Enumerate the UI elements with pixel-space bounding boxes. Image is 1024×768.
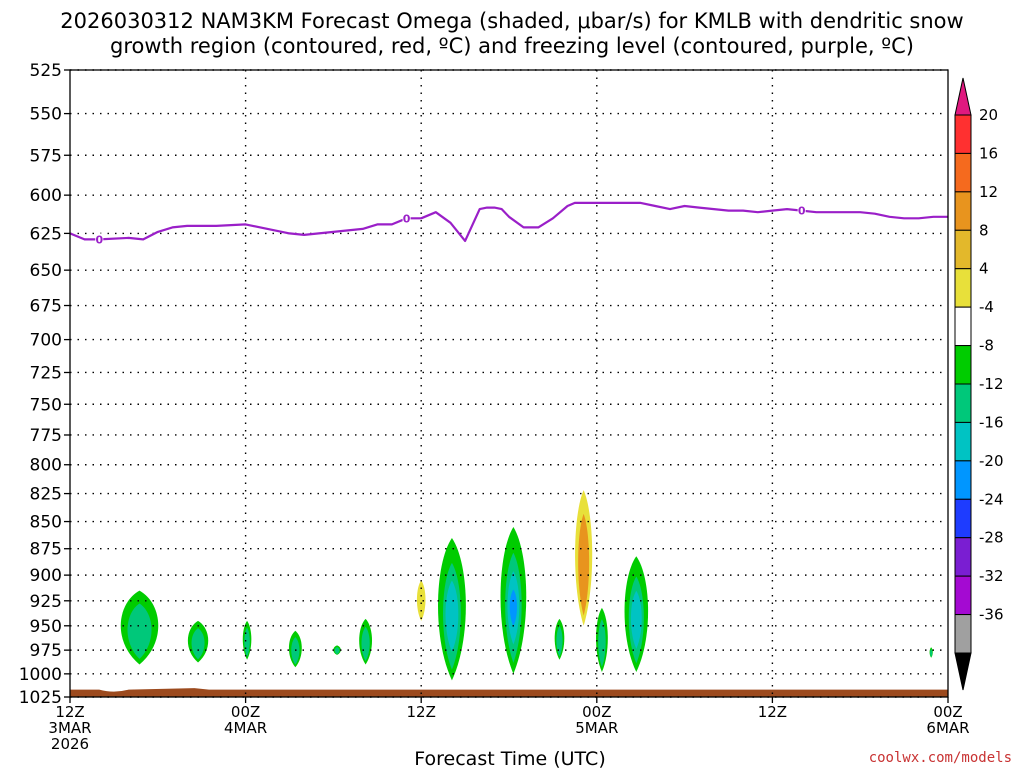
x-axis-label: Forecast Time (UTC) bbox=[414, 748, 605, 768]
colorbar-segment-12 bbox=[954, 537, 972, 577]
x-tick-label-24-0: 12Z bbox=[407, 703, 436, 721]
title-line-1: 2026030312 NAM3KM Forecast Omega (shaded… bbox=[60, 9, 963, 33]
freezing-level-layer: 0 0 0 bbox=[69, 201, 948, 246]
y-tick-label-550: 550 bbox=[30, 105, 62, 125]
colorbar-label--4: -4 bbox=[979, 298, 994, 316]
freezing-level-label-3: 0 bbox=[798, 205, 806, 218]
y-tick-label-675: 675 bbox=[30, 297, 62, 317]
x-tick-label-36-1: 5MAR bbox=[575, 719, 618, 737]
colorbar-segment-7 bbox=[954, 345, 972, 385]
colorbar-segment-10 bbox=[954, 460, 972, 500]
y-tick-label-575: 575 bbox=[30, 146, 62, 166]
title-line-2: growth region (contoured, red, ºC) and f… bbox=[110, 34, 914, 58]
surface-terrain bbox=[70, 688, 948, 697]
colorbar-segment-6 bbox=[954, 306, 972, 347]
colorbar-segment-9 bbox=[954, 421, 972, 462]
omega-core-14-1 bbox=[930, 649, 933, 657]
y-tick-label-1000: 1000 bbox=[19, 665, 62, 685]
omega-core-5-1 bbox=[334, 646, 340, 655]
colorbar-label--36: -36 bbox=[979, 606, 1004, 624]
colorbar-label-12: 12 bbox=[979, 183, 998, 201]
colorbar: 20 16 12 8 4 -4 -8 -12 -16 -20 -24 -28 -32 -36 bbox=[954, 77, 1004, 691]
colorbar-label--12: -12 bbox=[979, 375, 1004, 393]
x-tick-label-12-0: 00Z bbox=[231, 703, 260, 721]
omega-region-7 bbox=[416, 580, 426, 621]
omega-core-9-3 bbox=[509, 589, 517, 627]
colorbar-bottom-arrow bbox=[954, 652, 972, 691]
y-tick-label-975: 975 bbox=[30, 641, 62, 661]
colorbar-label-4: 4 bbox=[979, 260, 989, 278]
y-tick-label-825: 825 bbox=[30, 485, 62, 505]
y-tick-label-650: 650 bbox=[30, 261, 62, 281]
x-tick-label-0-1: 3MAR bbox=[48, 719, 91, 737]
omega-core-6-1 bbox=[361, 626, 370, 662]
freezing-level-label-bg-1 bbox=[95, 233, 104, 246]
colorbar-label-8: 8 bbox=[979, 221, 989, 239]
y-tick-label-1025: 1025 bbox=[19, 688, 62, 708]
colorbar-segment-2 bbox=[954, 152, 972, 193]
y-tick-label-800: 800 bbox=[30, 456, 62, 476]
freezing-level-label-bg-2 bbox=[402, 212, 411, 225]
freezing-level-label-bg-3 bbox=[797, 204, 806, 217]
omega-core-12-1 bbox=[598, 619, 606, 668]
colorbar-segment-3 bbox=[954, 191, 972, 231]
y-tick-label-775: 775 bbox=[30, 426, 62, 446]
colorbar-segment-4 bbox=[954, 229, 972, 270]
x-tick-label-0-2: 2026 bbox=[51, 735, 89, 753]
x-tick-label-12-1: 4MAR bbox=[224, 719, 267, 737]
colorbar-segment-13 bbox=[954, 575, 972, 616]
omega-core-8-2 bbox=[445, 580, 459, 652]
colorbar-label-16: 16 bbox=[979, 144, 998, 162]
y-tick-label-600: 600 bbox=[30, 186, 62, 206]
freezing-level-line bbox=[69, 201, 948, 242]
y-tick-label-900: 900 bbox=[30, 566, 62, 586]
colorbar-label-20: 20 bbox=[979, 106, 998, 124]
axes: 525 550 575 600 625 650 675 700 725 750 775 800 825 8… bbox=[19, 61, 970, 753]
colorbar-segment-1 bbox=[954, 114, 972, 154]
y-tick-label-750: 750 bbox=[30, 395, 62, 415]
omega-core-10-1 bbox=[556, 626, 563, 657]
colorbar-label--32: -32 bbox=[979, 567, 1004, 585]
colorbar-label--8: -8 bbox=[979, 337, 994, 355]
colorbar-segment-14 bbox=[954, 614, 972, 654]
omega-core-11-1 bbox=[578, 513, 590, 616]
x-tick-label-60-1: 6MAR bbox=[926, 719, 969, 737]
plot-area bbox=[70, 490, 948, 697]
freezing-level-label-2: 0 bbox=[403, 212, 411, 225]
colorbar-label--24: -24 bbox=[979, 490, 1004, 508]
y-tick-label-625: 625 bbox=[30, 224, 62, 244]
colorbar-label--28: -28 bbox=[979, 529, 1004, 547]
colorbar-segment-5 bbox=[954, 268, 972, 308]
x-tick-label-60-0: 00Z bbox=[933, 703, 962, 721]
credit-text[interactable]: coolwx.com/models bbox=[869, 750, 1012, 766]
omega-core-3-1 bbox=[244, 627, 250, 657]
y-tick-label-700: 700 bbox=[30, 331, 62, 351]
colorbar-segment-11 bbox=[954, 498, 972, 539]
x-tick-label-0-0: 12Z bbox=[55, 703, 84, 721]
freezing-level-label-1: 0 bbox=[95, 233, 103, 246]
omega-core-13-2 bbox=[630, 590, 642, 649]
colorbar-top-arrow bbox=[954, 77, 972, 116]
y-tick-label-525: 525 bbox=[30, 61, 62, 81]
colorbar-label--20: -20 bbox=[979, 452, 1004, 470]
plot-frame bbox=[69, 69, 949, 698]
colorbar-label--16: -16 bbox=[979, 413, 1004, 431]
y-tick-label-725: 725 bbox=[30, 363, 62, 383]
omega-core-1-1 bbox=[127, 603, 152, 659]
y-tick-label-850: 850 bbox=[30, 513, 62, 533]
y-tick-label-875: 875 bbox=[30, 540, 62, 560]
x-tick-label-36-0: 00Z bbox=[582, 703, 611, 721]
colorbar-segment-8 bbox=[954, 383, 972, 423]
x-tick-label-48-0: 12Z bbox=[758, 703, 787, 721]
omega-core-2-1 bbox=[191, 628, 205, 660]
y-tick-label-950: 950 bbox=[30, 617, 62, 637]
y-tick-label-925: 925 bbox=[30, 592, 62, 612]
